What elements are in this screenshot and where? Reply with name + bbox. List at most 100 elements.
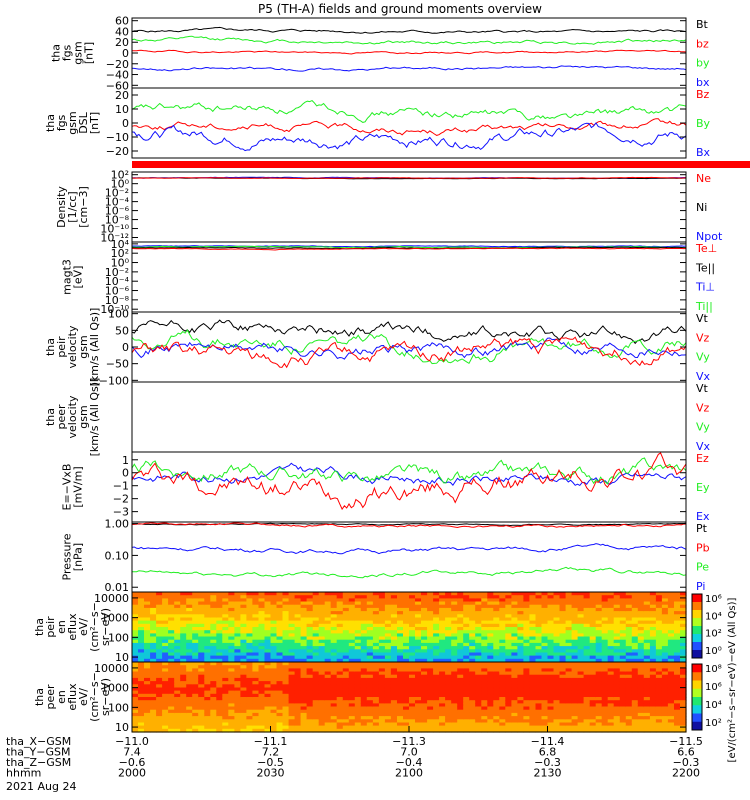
heatmap-cell: [637, 595, 645, 599]
heatmap-cell: [469, 598, 476, 603]
heatmap-cell: [150, 620, 157, 625]
heatmap-cell: [264, 646, 272, 650]
heatmap-cell: [240, 627, 247, 631]
heatmap-cell: [270, 614, 278, 619]
heatmap-cell: [451, 665, 458, 669]
heatmap-cell: [655, 607, 663, 612]
heatmap-cell: [481, 646, 488, 650]
heatmap-cell: [493, 697, 500, 701]
heatmap-cell: [336, 662, 344, 666]
heatmap-cell: [505, 712, 512, 717]
heatmap-cell: [360, 665, 368, 669]
heatmap-cell: [481, 677, 488, 682]
heatmap-cell: [541, 722, 549, 727]
heatmap-cell: [571, 598, 579, 603]
heatmap-cell: [282, 649, 290, 654]
heatmap-cell: [228, 674, 235, 679]
heatmap-cell: [535, 693, 543, 698]
heatmap-cell: [342, 655, 350, 660]
heatmap-cell: [294, 623, 302, 628]
heatmap-cell: [541, 633, 549, 638]
heatmap-cell: [204, 722, 211, 727]
heatmap-cell: [674, 693, 681, 698]
heatmap-cell: [228, 620, 235, 625]
heatmap-cell: [252, 697, 259, 701]
heatmap-cell: [324, 690, 332, 695]
heatmap-cell: [288, 674, 296, 679]
heatmap-cell: [150, 655, 157, 660]
heatmap-cell: [397, 665, 404, 669]
legend-Vz: Vz: [696, 331, 710, 344]
ytick-label: 100: [108, 701, 129, 714]
heatmap-cell: [300, 687, 308, 692]
heatmap-cell: [132, 706, 139, 711]
heatmap-cell: [571, 725, 579, 730]
xrow-label: hhmm: [6, 767, 41, 780]
heatmap-cell: [625, 614, 633, 619]
heatmap-cell: [403, 706, 410, 711]
heatmap-cell: [553, 614, 561, 619]
heatmap-cell: [481, 722, 488, 727]
heatmap-cell: [680, 674, 687, 679]
heatmap-cell: [162, 687, 169, 692]
heatmap-cell: [643, 665, 651, 669]
heatmap-cell: [336, 642, 344, 647]
heatmap-cell: [523, 649, 530, 654]
heatmap-cell: [216, 703, 223, 708]
heatmap-cell: [529, 703, 536, 708]
heatmap-cell: [493, 684, 500, 689]
heatmap-cell: [258, 639, 266, 644]
colorbar-swatch: [692, 688, 702, 698]
heatmap-cell: [613, 719, 621, 724]
heatmap-cell: [318, 611, 326, 615]
heatmap-cell: [366, 665, 374, 669]
heatmap-cell: [529, 709, 536, 714]
ytick-label: −1: [113, 480, 129, 493]
heatmap-cell: [553, 690, 561, 695]
heatmap-cell: [583, 700, 591, 704]
heatmap-cell: [637, 677, 645, 682]
heatmap-cell: [342, 627, 350, 631]
heatmap-cell: [607, 687, 615, 692]
heatmap-cell: [132, 642, 139, 647]
heatmap-cell: [451, 636, 458, 641]
heatmap-cell: [354, 598, 362, 603]
heatmap-cell: [240, 665, 247, 669]
heatmap-cell: [613, 722, 621, 727]
heatmap-cell: [234, 722, 241, 727]
heatmap-cell: [162, 719, 169, 724]
heatmap-cell: [667, 719, 675, 724]
heatmap-cell: [397, 595, 404, 599]
heatmap-cell: [270, 623, 278, 628]
heatmap-cell: [535, 620, 543, 625]
heatmap-cell: [222, 617, 229, 622]
heatmap-cell: [132, 681, 139, 685]
heatmap-cell: [415, 677, 422, 682]
heatmap-cell: [469, 674, 476, 679]
heatmap-cell: [204, 636, 211, 641]
heatmap-cell: [499, 598, 506, 603]
heatmap-cell: [523, 611, 530, 615]
heatmap-cell: [409, 611, 416, 615]
heatmap-cell: [601, 662, 609, 666]
heatmap-cell: [469, 668, 476, 673]
heatmap-cell: [300, 662, 308, 666]
heatmap-cell: [348, 649, 356, 654]
heatmap-cell: [252, 598, 259, 603]
heatmap-cell: [186, 592, 193, 596]
heatmap-cell: [589, 684, 597, 689]
heatmap-cell: [451, 620, 458, 625]
heatmap-cell: [613, 642, 621, 647]
heatmap-cell: [397, 642, 404, 647]
heatmap-cell: [625, 712, 633, 717]
heatmap-cell: [505, 614, 512, 619]
heatmap-cell: [246, 611, 253, 615]
heatmap-cell: [661, 655, 669, 660]
heatmap-cell: [403, 611, 410, 615]
heatmap-cell: [336, 668, 344, 673]
heatmap-cell: [138, 601, 145, 606]
heatmap-cell: [150, 627, 157, 631]
heatmap-cell: [523, 639, 530, 644]
heatmap-cell: [390, 716, 398, 720]
heatmap-cell: [583, 681, 591, 685]
